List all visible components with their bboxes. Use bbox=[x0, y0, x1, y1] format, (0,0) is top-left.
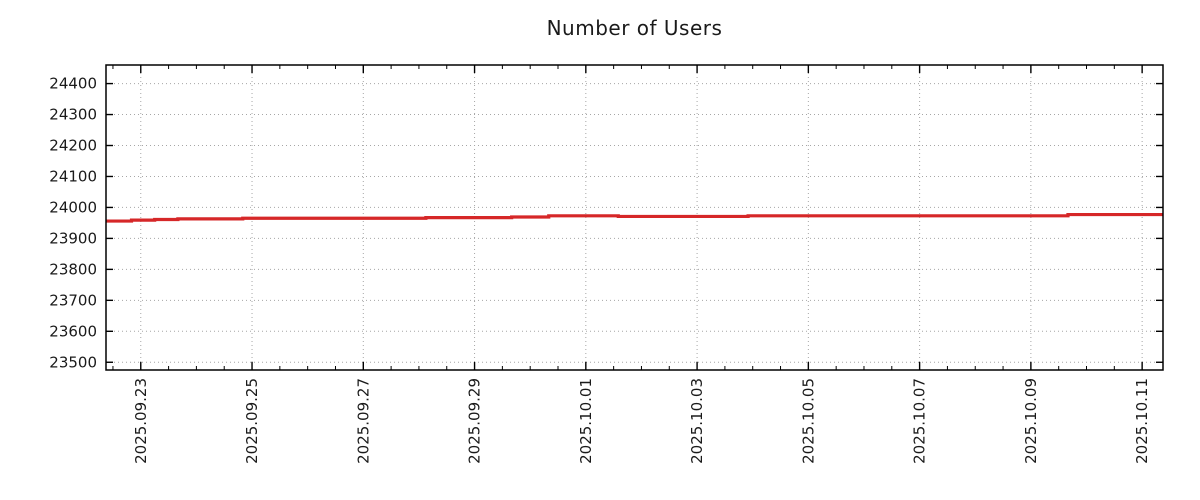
x-tick-label: 2025.10.07 bbox=[911, 378, 929, 464]
x-tick-labels: 2025.09.23 2025.09.25 2025.09.27 2025.09.29… bbox=[132, 378, 1151, 464]
x-tick-label: 2025.09.27 bbox=[354, 378, 372, 464]
y-tick-label: 23500 bbox=[49, 353, 97, 371]
x-tick-label: 2025.10.03 bbox=[688, 378, 706, 464]
x-tick-label: 2025.10.09 bbox=[1022, 378, 1040, 464]
y-tick-label: 24400 bbox=[49, 75, 97, 93]
plot-frame bbox=[105, 64, 1164, 371]
x-tick-label: 2025.09.23 bbox=[132, 378, 150, 464]
x-tick-label: 2025.10.05 bbox=[799, 378, 817, 464]
y-tick-labels: 23500 23600 23700 23800 23900 24000 24100 24200… bbox=[49, 75, 97, 372]
y-tick-label: 23600 bbox=[49, 322, 97, 340]
data-series bbox=[106, 212, 1163, 223]
x-tick-label: 2025.09.29 bbox=[466, 378, 484, 464]
y-tick-label: 24100 bbox=[49, 167, 97, 185]
x-tick-label: 2025.10.01 bbox=[577, 378, 595, 464]
series-line-users bbox=[106, 212, 1163, 223]
y-tick-label: 24200 bbox=[49, 137, 97, 155]
y-tick-label: 23900 bbox=[49, 229, 97, 247]
x-tick-label: 2025.09.25 bbox=[243, 378, 261, 464]
plot-border bbox=[105, 64, 1164, 371]
x-tick-label: 2025.10.11 bbox=[1133, 378, 1151, 464]
y-tick-label: 23800 bbox=[49, 260, 97, 278]
y-tick-label: 23700 bbox=[49, 291, 97, 309]
y-tick-label: 24300 bbox=[49, 106, 97, 124]
chart-title: Number of Users bbox=[546, 16, 723, 40]
y-tick-label: 24000 bbox=[49, 198, 97, 216]
